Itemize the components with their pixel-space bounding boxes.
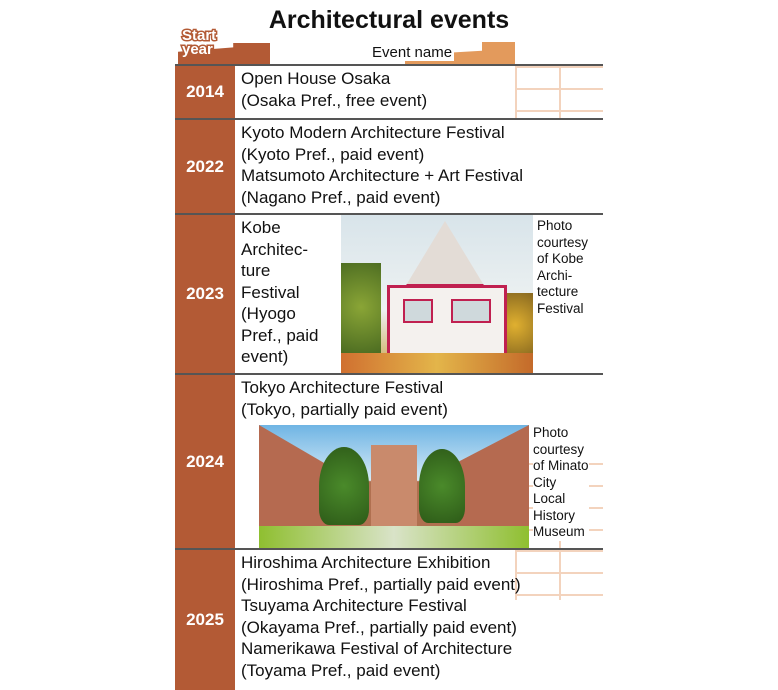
table-row: 2024 Tokyo Architecture Festival (Tokyo,… [175,373,603,548]
event-detail: (Toyama Pref., paid event) [241,660,441,680]
event-name: Hiroshima Architecture Exhibition [241,553,491,572]
event-detail: (Kyoto Pref., paid event) [241,144,425,164]
page-title: Architectural events [268,6,510,34]
event-name: ture [241,261,271,280]
event-detail: (Okayama Pref., partially paid event) [241,617,517,637]
table-row: 2022 Kyoto Modern Architecture Festival … [175,118,603,213]
table-row: 2014 Open House Osaka (Osaka Pref., free… [175,64,603,118]
start-year-label-2: year [181,41,215,59]
event-name: Festival [241,282,300,302]
event-name: Architec- [241,239,309,259]
brick-decoration [515,550,603,600]
year-cell: 2023 [175,215,235,373]
event-detail: (Hiroshima Pref., partially paid event) [241,574,521,594]
event-name: Tsuyama Architecture Festival [241,596,467,615]
table-row: 2023 Kobe Architec- ture Festival (Hyogo… [175,213,603,373]
year-cell: 2024 [175,375,235,548]
start-year-label-1: Start [180,27,217,45]
photo-credit: Photo courtesy of Minato City Local History Mu… [533,425,589,541]
event-detail: (Tokyo, partially paid event) [241,399,448,419]
event-name: Namerikawa Festival of Architecture [241,639,513,658]
table-row: 2025 Hiroshima Architecture Exhibition (… [175,548,603,690]
event-name: Tokyo Architecture Festival [241,378,444,397]
start-year-header: Start year [178,27,270,65]
event-name: Matsumoto Architecture + Art Festival [241,166,524,185]
event-name: Kyoto Modern Architecture Festival [241,123,505,142]
year-cell: 2022 [175,120,235,213]
photo-credit: Photo courtesy of Kobe Archi-tecture Festiva… [537,218,589,317]
brick-decoration [515,66,603,118]
event-name: Kobe [241,218,281,237]
event-name: Open House Osaka [241,69,391,88]
event-detail: event) [241,347,289,366]
events-table: 2014 Open House Osaka (Osaka Pref., free… [175,64,603,690]
event-name-header: Event name [370,44,455,61]
event-detail: (Hyogo [241,304,296,323]
event-detail: Pref., paid [241,325,319,345]
year-cell: 2014 [175,66,235,118]
event-detail: (Osaka Pref., free event) [241,90,428,110]
event-detail: (Nagano Pref., paid event) [241,187,441,207]
year-cell: 2025 [175,550,235,690]
tokyo-festival-photo [259,425,529,548]
kobe-festival-photo [341,215,533,373]
